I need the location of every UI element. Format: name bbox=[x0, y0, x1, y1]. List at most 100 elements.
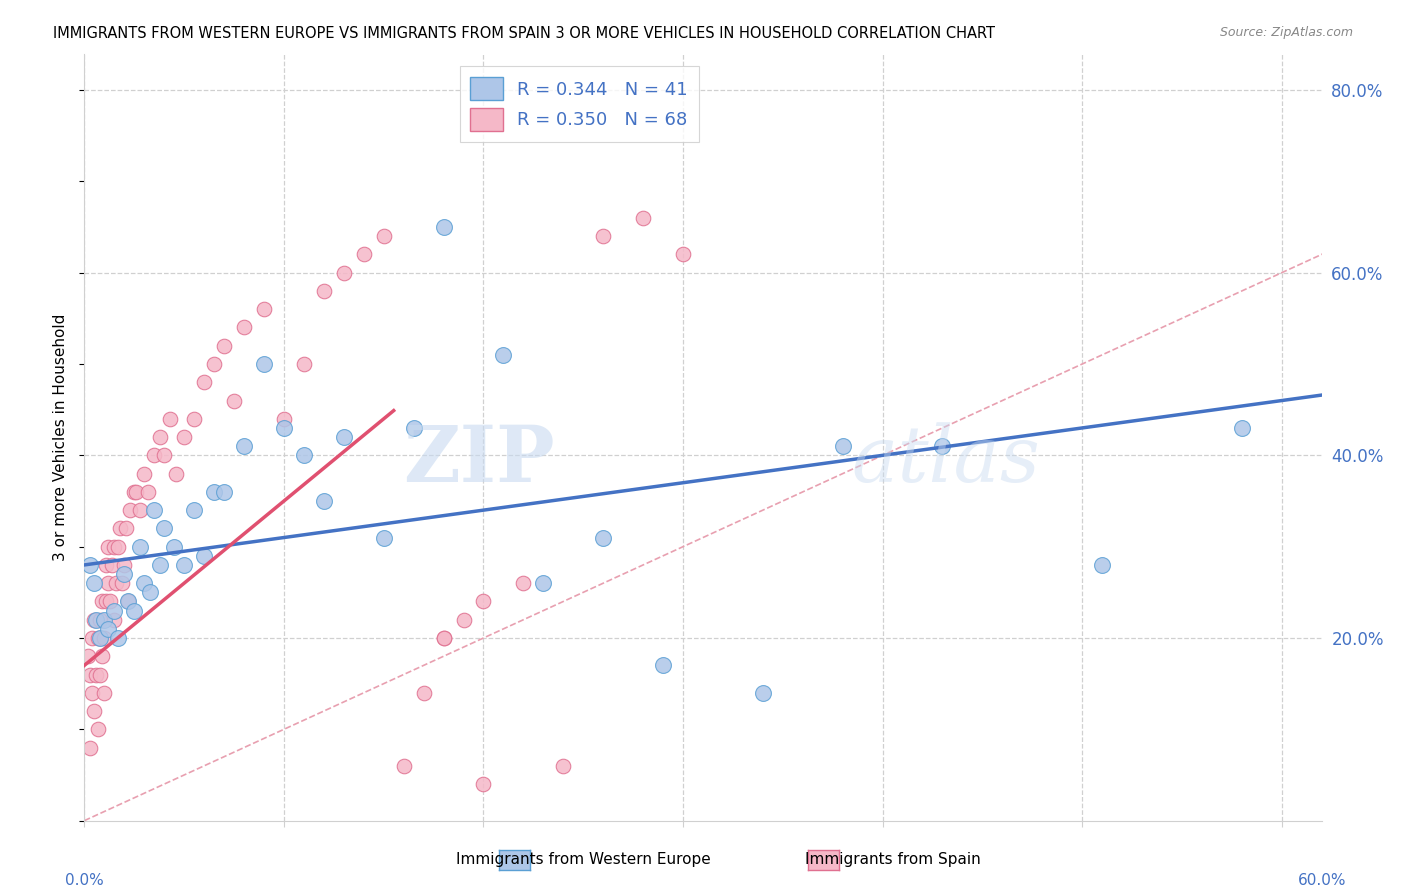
Point bbox=[107, 540, 129, 554]
Point bbox=[672, 247, 695, 261]
Point bbox=[183, 412, 205, 426]
Point bbox=[89, 631, 111, 645]
Point bbox=[159, 412, 181, 426]
Point bbox=[193, 376, 215, 390]
Point bbox=[931, 439, 953, 453]
Point bbox=[83, 704, 105, 718]
Point bbox=[373, 229, 395, 244]
Point bbox=[120, 503, 142, 517]
Point bbox=[134, 467, 156, 481]
Point bbox=[143, 448, 166, 462]
Point bbox=[273, 421, 295, 435]
Point bbox=[173, 430, 195, 444]
Point bbox=[115, 521, 138, 535]
Point bbox=[101, 558, 124, 572]
Point bbox=[83, 613, 105, 627]
Point bbox=[153, 448, 176, 462]
Point bbox=[129, 503, 152, 517]
Point bbox=[91, 649, 114, 664]
Point bbox=[312, 494, 335, 508]
Point bbox=[163, 540, 186, 554]
Point bbox=[96, 558, 118, 572]
Point bbox=[353, 247, 375, 261]
Point bbox=[652, 658, 675, 673]
Point bbox=[105, 576, 128, 591]
Point bbox=[91, 594, 114, 608]
Point bbox=[631, 211, 654, 225]
Point bbox=[752, 686, 775, 700]
Point bbox=[392, 759, 415, 773]
Point bbox=[149, 430, 172, 444]
Point bbox=[333, 266, 356, 280]
Point bbox=[125, 484, 148, 499]
Text: Immigrants from Spain: Immigrants from Spain bbox=[806, 853, 981, 867]
Point bbox=[136, 484, 159, 499]
Point bbox=[117, 594, 139, 608]
Point bbox=[212, 484, 235, 499]
Point bbox=[453, 613, 475, 627]
Point bbox=[122, 604, 145, 618]
Point bbox=[110, 521, 132, 535]
Point bbox=[492, 348, 515, 362]
Point bbox=[1091, 558, 1114, 572]
Point bbox=[412, 686, 434, 700]
Point bbox=[233, 439, 256, 453]
Point bbox=[134, 576, 156, 591]
Point bbox=[93, 631, 115, 645]
Point bbox=[512, 576, 534, 591]
Point bbox=[122, 484, 145, 499]
Point bbox=[253, 302, 276, 317]
Point bbox=[183, 503, 205, 517]
Text: Immigrants from Western Europe: Immigrants from Western Europe bbox=[456, 853, 711, 867]
Point bbox=[112, 558, 135, 572]
Point bbox=[202, 357, 225, 371]
Point bbox=[107, 631, 129, 645]
Point bbox=[253, 357, 276, 371]
Point bbox=[129, 540, 152, 554]
Point bbox=[592, 229, 614, 244]
Point bbox=[553, 759, 575, 773]
Text: Source: ZipAtlas.com: Source: ZipAtlas.com bbox=[1219, 26, 1353, 39]
Point bbox=[149, 558, 172, 572]
Text: ZIP: ZIP bbox=[404, 422, 554, 498]
Point bbox=[193, 549, 215, 563]
Point bbox=[139, 585, 162, 599]
Point bbox=[292, 357, 315, 371]
Point bbox=[79, 667, 101, 681]
Text: 0.0%: 0.0% bbox=[65, 872, 104, 888]
Point bbox=[531, 576, 554, 591]
Point bbox=[82, 686, 104, 700]
Point bbox=[87, 631, 110, 645]
Point bbox=[292, 448, 315, 462]
Point bbox=[86, 613, 108, 627]
Point bbox=[153, 521, 176, 535]
Text: IMMIGRANTS FROM WESTERN EUROPE VS IMMIGRANTS FROM SPAIN 3 OR MORE VEHICLES IN HO: IMMIGRANTS FROM WESTERN EUROPE VS IMMIGR… bbox=[53, 26, 995, 41]
Point bbox=[472, 777, 495, 791]
Point bbox=[87, 723, 110, 737]
Point bbox=[592, 531, 614, 545]
Point bbox=[432, 220, 454, 235]
Point bbox=[111, 576, 134, 591]
Point bbox=[273, 412, 295, 426]
Legend: R = 0.344   N = 41, R = 0.350   N = 68: R = 0.344 N = 41, R = 0.350 N = 68 bbox=[460, 66, 699, 142]
Point bbox=[79, 558, 101, 572]
Point bbox=[312, 284, 335, 298]
Point bbox=[233, 320, 256, 334]
Point bbox=[117, 594, 139, 608]
Point bbox=[77, 649, 100, 664]
Point bbox=[432, 631, 454, 645]
Point bbox=[143, 503, 166, 517]
Point bbox=[212, 339, 235, 353]
Point bbox=[432, 631, 454, 645]
Text: atlas: atlas bbox=[852, 422, 1040, 499]
Point bbox=[1230, 421, 1253, 435]
Point bbox=[103, 604, 125, 618]
Point bbox=[93, 686, 115, 700]
Point bbox=[831, 439, 853, 453]
Point bbox=[89, 667, 111, 681]
Point bbox=[402, 421, 425, 435]
Point bbox=[96, 594, 118, 608]
Text: 60.0%: 60.0% bbox=[1298, 872, 1346, 888]
Point bbox=[103, 540, 125, 554]
Point bbox=[89, 613, 111, 627]
